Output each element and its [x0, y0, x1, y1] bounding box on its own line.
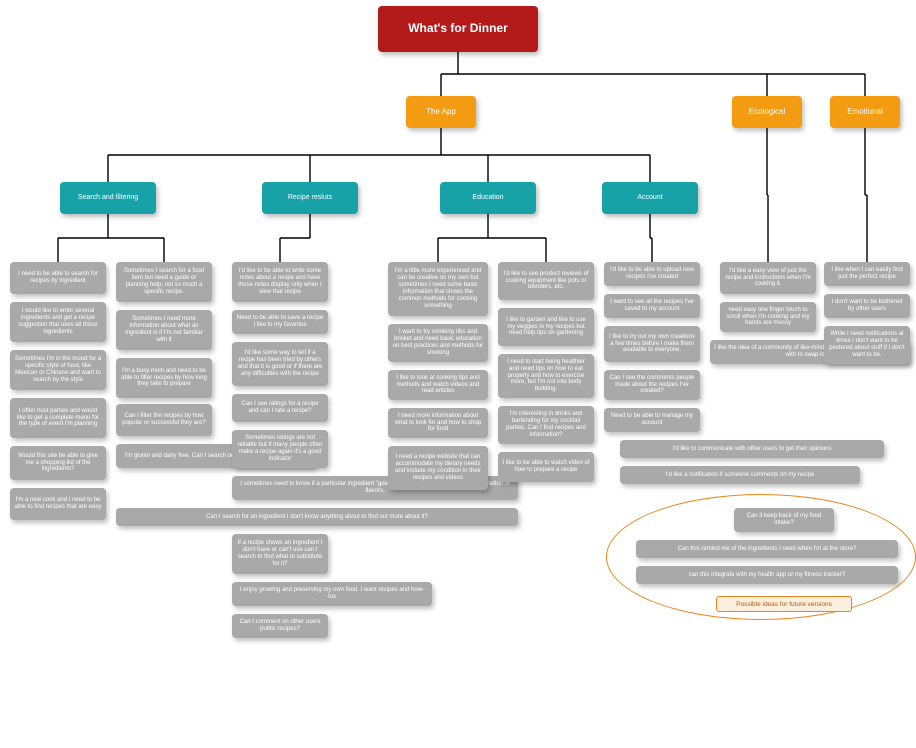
node-emo: Emotional — [830, 96, 900, 128]
node-search: Search and filtering — [60, 182, 156, 214]
node-eco: Ecological — [732, 96, 802, 128]
node-em2: I don't want to be bothered by other use… — [824, 294, 910, 318]
node-a1: I'd like to be able to upload new recipe… — [604, 262, 700, 286]
node-r8: If a recipe shows an ingredient I don't … — [232, 534, 328, 574]
node-em3: While I need notifications at times I do… — [824, 326, 910, 364]
node-s10: Can I filter the recipes by how popular … — [116, 404, 212, 436]
future-ideas-caption: Possible ideas for future versions — [716, 596, 852, 612]
node-s1: I need to be able to search for recipes … — [10, 262, 106, 294]
node-a3: I like to try out my own creations a few… — [604, 326, 700, 362]
node-a6: I'd like to communicate with other users… — [620, 440, 884, 458]
node-r9: I enjoy growing and preserving my own fo… — [232, 582, 432, 606]
node-e2: I want to try smoking ribs and brisket a… — [388, 324, 488, 362]
node-acct: Account — [602, 182, 698, 214]
node-e7: I like to garden and like to use my vegg… — [498, 308, 594, 346]
node-results: Recipe resluts — [262, 182, 358, 214]
node-edu: Education — [440, 182, 536, 214]
node-e6: I'd like to see product reviews of cooki… — [498, 262, 594, 300]
node-s8: Sometimes I need more information about … — [116, 310, 212, 350]
node-r2: Need to be able to save a recipe I like … — [232, 310, 328, 334]
node-e3: I like to look at cooking tips and metho… — [388, 370, 488, 400]
node-a5: Need to be able to manage my account — [604, 408, 700, 432]
node-r7: Can I search for an ingredient I don't k… — [116, 508, 518, 526]
node-e10: I like to be able to watch video of how … — [498, 452, 594, 482]
node-s2: I would like to enter several ingredient… — [10, 302, 106, 342]
node-s6: I'm a new cook and I need to be able to … — [10, 488, 106, 520]
node-e9: I'm interesting in drinks and bartending… — [498, 406, 594, 444]
node-e4: I need more information about what to lo… — [388, 408, 488, 438]
node-r3: I'd like some way to tell if a recipe ha… — [232, 342, 328, 386]
node-e5: I need a recipe website that can accommo… — [388, 446, 488, 490]
node-r1: I'd like to be able to write some notes … — [232, 262, 328, 302]
node-s9: I'm a busy mom and need to be able to fi… — [116, 358, 212, 398]
node-r4: Can I see ratings for a recipe and can I… — [232, 394, 328, 422]
node-a7: I'd like a notification if someone comme… — [620, 466, 860, 484]
node-s5: Would this site be able to give me a sho… — [10, 446, 106, 480]
node-r5: Sometimes ratings are not reliable but i… — [232, 430, 328, 468]
node-ec2: need easy one finger touch to scroll whe… — [720, 302, 816, 332]
node-s3: Sometimes I'm in the mood for a specific… — [10, 350, 106, 390]
node-app: The App — [406, 96, 476, 128]
node-r10: Can I comment on other users public reci… — [232, 614, 328, 638]
node-root: What's for Dinner — [378, 6, 538, 52]
diagram-stage: What's for Dinner The App Ecological Emotio… — [0, 0, 916, 748]
node-em1: I like when I can easily find just the p… — [824, 262, 910, 286]
node-s7: Sometimes I search for a food item but n… — [116, 262, 212, 302]
node-ec1: I'd like a easy view of just the recipe … — [720, 262, 816, 294]
node-s4: I often host parties and would like to g… — [10, 398, 106, 438]
node-a2: I want to see all the recipes I've saved… — [604, 294, 700, 318]
node-e8: I need to start being healthier and need… — [498, 354, 594, 398]
node-a4: Can I see the comments people made about… — [604, 370, 700, 400]
node-e1: I'm a little more experienced and can be… — [388, 262, 488, 316]
